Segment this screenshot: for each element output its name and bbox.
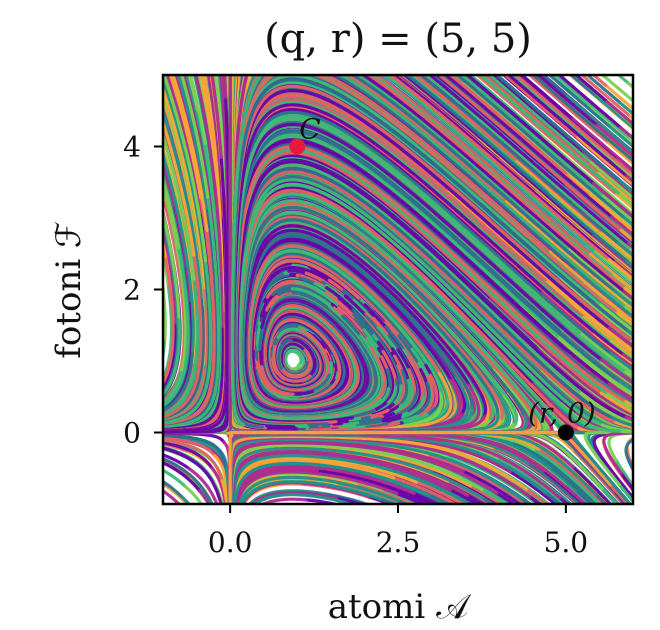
x-axis-label: atomi 𝒜 — [328, 587, 472, 627]
streamline — [629, 503, 647, 525]
x-tick-label: 0.0 — [208, 526, 253, 559]
streamline — [221, 503, 226, 525]
streamline — [240, 503, 257, 525]
streamline — [465, 502, 502, 525]
streamline — [170, 55, 177, 76]
y-axis-label: fotoni ℱ — [49, 221, 89, 359]
streamline — [632, 341, 652, 356]
streamline — [584, 504, 606, 526]
streamline — [632, 159, 651, 175]
streamline — [626, 440, 653, 500]
streamlines — [143, 54, 653, 526]
y-tick-label: 2 — [123, 274, 141, 307]
point-c-label: C — [299, 113, 320, 146]
streamline — [622, 431, 652, 432]
streamline — [145, 479, 163, 491]
streamline — [633, 435, 653, 440]
streamline — [631, 249, 653, 267]
x-tick-label: 5.0 — [544, 526, 589, 559]
streamline — [553, 55, 577, 75]
streamline — [633, 175, 652, 191]
y-axis-ticks: 0 2 4 — [123, 131, 163, 450]
x-tick-label: 2.5 — [376, 526, 421, 559]
streamline — [579, 54, 605, 76]
streamline — [167, 487, 203, 526]
y-tick-label: 0 — [123, 417, 141, 450]
chart-title: (q, r) = (5, 5) — [264, 16, 532, 62]
streamline — [144, 339, 165, 394]
y-tick-label: 4 — [123, 131, 141, 164]
point-r0-label: (r, 0) — [528, 397, 596, 430]
x-axis-ticks: 0.0 2.5 5.0 — [208, 504, 588, 559]
streamline — [144, 132, 164, 200]
